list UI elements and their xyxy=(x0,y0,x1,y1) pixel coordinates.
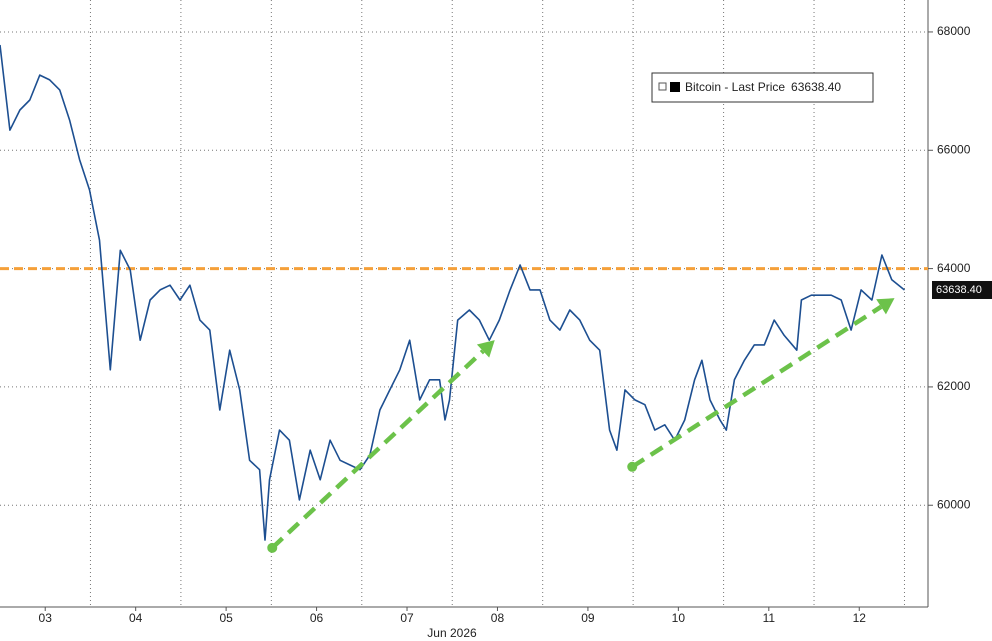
y-tick-label: 68000 xyxy=(937,24,971,38)
x-tick-label: 10 xyxy=(672,611,686,625)
x-tick-label: 09 xyxy=(581,611,595,625)
x-tick-label: 05 xyxy=(219,611,233,625)
x-tick-label: 04 xyxy=(129,611,143,625)
trend-arrow-start xyxy=(267,542,278,553)
x-tick-label: 03 xyxy=(39,611,53,625)
y-tick-label: 64000 xyxy=(937,261,971,275)
last-price-label: 63638.40 xyxy=(936,284,982,296)
trend-arrow xyxy=(270,349,485,550)
trend-arrow-head xyxy=(476,340,495,358)
x-tick-label: 11 xyxy=(763,611,776,625)
legend: Bitcoin - Last Price 63638.40 xyxy=(651,72,874,103)
trend-arrow-head xyxy=(876,298,895,315)
x-tick-label: 06 xyxy=(310,611,324,625)
legend-swatch xyxy=(670,82,680,92)
y-tick-label: 66000 xyxy=(937,142,971,156)
price-line xyxy=(0,44,906,541)
legend-toggle xyxy=(658,82,667,91)
trend-arrow xyxy=(631,304,883,469)
x-tick-label: 07 xyxy=(400,611,414,625)
legend-value: 63638.40 xyxy=(791,80,841,94)
x-tick-label: 08 xyxy=(491,611,505,625)
legend-box xyxy=(651,72,874,103)
y-tick-label: 62000 xyxy=(937,379,971,393)
x-axis-label: Jun 2026 xyxy=(427,626,477,640)
x-tick-label: 12 xyxy=(853,611,867,625)
legend-text: Bitcoin - Last Price 63638.40 xyxy=(685,80,841,94)
y-tick-label: 60000 xyxy=(937,497,971,511)
last-price-tag xyxy=(932,280,992,299)
trend-arrow-start xyxy=(627,461,638,472)
legend-label: Bitcoin - Last Price xyxy=(685,80,785,94)
